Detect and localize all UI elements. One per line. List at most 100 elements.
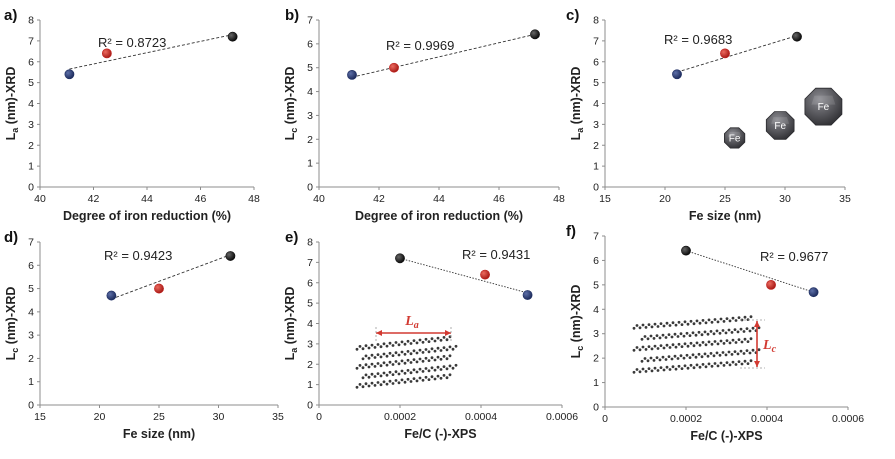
carbon-atom [433, 368, 437, 372]
carbon-atom [722, 364, 726, 367]
r-squared-label: R² = 0.9677 [760, 249, 828, 264]
x-axis-label: Fe size (nm) [689, 209, 761, 223]
carbon-atom [731, 360, 735, 364]
carbon-atom [650, 369, 654, 373]
fe-facet-highlight [771, 117, 790, 124]
y-tick-label: 4 [593, 98, 599, 110]
carbon-atom [653, 322, 657, 326]
carbon-atom [691, 353, 695, 357]
carbon-atom [745, 327, 749, 330]
y-tick-label: 0 [28, 400, 34, 412]
carbon-atom [706, 332, 710, 336]
carbon-atom [448, 345, 452, 349]
carbon-atom [707, 340, 711, 344]
data-point-black [225, 251, 236, 261]
carbon-atom [632, 348, 636, 352]
lc-symbol: Lc [762, 338, 777, 355]
carbon-atom [430, 366, 434, 370]
carbon-atom [635, 324, 639, 327]
carbon-atom [364, 382, 368, 386]
panel-label: b) [285, 7, 299, 24]
carbon-atom [739, 327, 743, 331]
carbon-atom [712, 354, 716, 358]
carbon-atom [751, 326, 755, 330]
y-tick-label: 5 [28, 283, 34, 295]
carbon-atom [644, 326, 648, 329]
carbon-atom [709, 352, 713, 355]
carbon-atom [397, 381, 401, 385]
carbon-atom [376, 362, 380, 365]
carbon-atom [682, 334, 686, 338]
x-tick-label: 35 [839, 193, 851, 205]
carbon-atom [406, 339, 410, 343]
y-tick-label: 8 [593, 15, 599, 27]
carbon-atom [427, 359, 431, 362]
y-axis-label: Lc (nm)-XRD [569, 285, 585, 359]
data-point-black [681, 245, 691, 256]
carbon-atom [689, 363, 693, 367]
carbon-atom [424, 375, 428, 379]
carbon-atom [421, 359, 425, 363]
x-axis-label: Fe/C (-)-XPS [690, 429, 762, 443]
carbon-atom [391, 344, 395, 347]
carbon-atom [724, 353, 728, 357]
carbon-atom [718, 331, 722, 335]
chart-panel-a: 0 1 2 3 4 5 6 7 8 40 42 44 46 48 Degree of iron reduct… [4, 7, 260, 223]
carbon-atom [728, 341, 732, 345]
carbon-atom [685, 353, 689, 357]
carbon-atom [713, 318, 717, 321]
carbon-atom [665, 365, 669, 369]
graphene-stack-illustration [355, 335, 458, 389]
la-symbol: La [404, 314, 419, 331]
carbon-atom [421, 340, 425, 344]
y-tick-label: 4 [307, 318, 313, 330]
y-tick-label: 6 [28, 260, 34, 272]
carbon-atom [382, 361, 386, 365]
carbon-atom [706, 354, 710, 358]
carbon-atom [406, 377, 410, 381]
x-tick-label: 30 [779, 193, 791, 205]
carbon-atom [742, 352, 746, 355]
carbon-atom [694, 355, 698, 359]
y-tick-label: 0 [307, 400, 313, 412]
carbon-atom [641, 367, 645, 371]
carbon-atom [745, 349, 749, 352]
carbon-atom [647, 323, 651, 326]
carbon-atom [379, 383, 383, 387]
data-point-red [720, 48, 730, 59]
carbon-atom [737, 360, 741, 363]
carbon-atom [701, 341, 705, 344]
carbon-atom [400, 350, 404, 354]
carbon-atom [643, 357, 647, 360]
carbon-atom [703, 330, 707, 334]
carbon-atom [671, 343, 675, 347]
data-point-red [154, 283, 164, 294]
y-tick-label: 5 [307, 298, 313, 310]
carbon-atom [388, 360, 392, 364]
carbon-atom [385, 382, 389, 386]
carbon-atom [379, 345, 383, 349]
carbon-atom [739, 349, 743, 353]
r-squared-label: R² = 0.9683 [664, 32, 732, 47]
carbon-atom [698, 321, 702, 325]
carbon-atom [376, 372, 380, 375]
carbon-atom [448, 373, 452, 377]
carbon-atom [680, 367, 684, 370]
carbon-atom [439, 338, 443, 342]
carbon-atom [704, 343, 708, 347]
r-squared-label: R² = 0.9969 [386, 38, 454, 53]
y-tick-label: 1 [593, 161, 599, 173]
carbon-atom [436, 365, 440, 369]
y-tick-label: 5 [593, 279, 599, 291]
carbon-atom [710, 364, 714, 368]
carbon-atom [415, 360, 419, 364]
carbon-atom [442, 365, 446, 368]
r-squared-label: R² = 0.9431 [462, 247, 530, 262]
carbon-atom [727, 350, 731, 354]
carbon-atom [418, 348, 422, 352]
panel-label: d) [4, 229, 18, 246]
carbon-atom [415, 341, 419, 345]
carbon-atom [659, 322, 663, 325]
carbon-atom [701, 363, 705, 366]
x-tick-label: 0.0002 [384, 411, 416, 423]
